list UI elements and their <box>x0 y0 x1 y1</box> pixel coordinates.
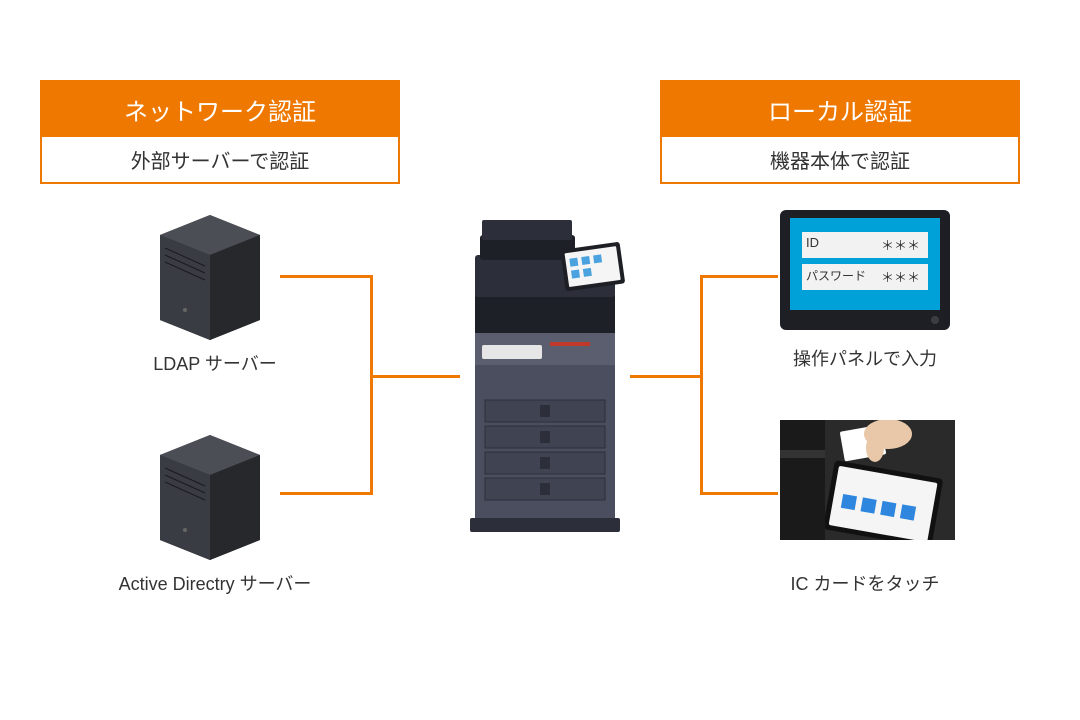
connector-left-to-center <box>370 375 460 378</box>
panel-pw-label: パスワード <box>806 267 866 284</box>
right-header-title: ローカル認証 <box>662 82 1018 137</box>
operation-panel-icon: ID ＊＊＊ パスワード ＊＊＊ <box>780 210 950 330</box>
left-header-title: ネットワーク認証 <box>42 82 398 137</box>
connector-right-trunk <box>700 275 703 495</box>
connector-right-to-center <box>630 375 703 378</box>
right-header-box: ローカル認証 機器本体で認証 <box>660 80 1020 184</box>
operation-panel-label: 操作パネルで入力 <box>745 345 985 371</box>
ad-server-icon <box>150 420 270 560</box>
panel-pw-value: ＊＊＊ <box>881 267 920 286</box>
ad-server-label: Active Directry サーバー <box>95 570 335 596</box>
ldap-server-icon <box>150 200 270 340</box>
left-header-box: ネットワーク認証 外部サーバーで認証 <box>40 80 400 184</box>
mfp-printer-icon <box>460 200 630 540</box>
left-header-subtitle: 外部サーバーで認証 <box>42 137 398 182</box>
connector-right-top-branch <box>700 275 778 278</box>
connector-left-trunk <box>370 275 373 495</box>
connector-left-top-branch <box>280 275 373 278</box>
panel-id-value: ＊＊＊ <box>881 235 920 254</box>
connector-right-bot-branch <box>700 492 778 495</box>
panel-id-label: ID <box>806 235 819 250</box>
ic-card-touch-icon <box>780 420 955 540</box>
ldap-server-label: LDAP サーバー <box>95 350 335 376</box>
ic-card-label: IC カードをタッチ <box>745 570 985 596</box>
right-header-subtitle: 機器本体で認証 <box>662 137 1018 182</box>
connector-left-bot-branch <box>280 492 373 495</box>
